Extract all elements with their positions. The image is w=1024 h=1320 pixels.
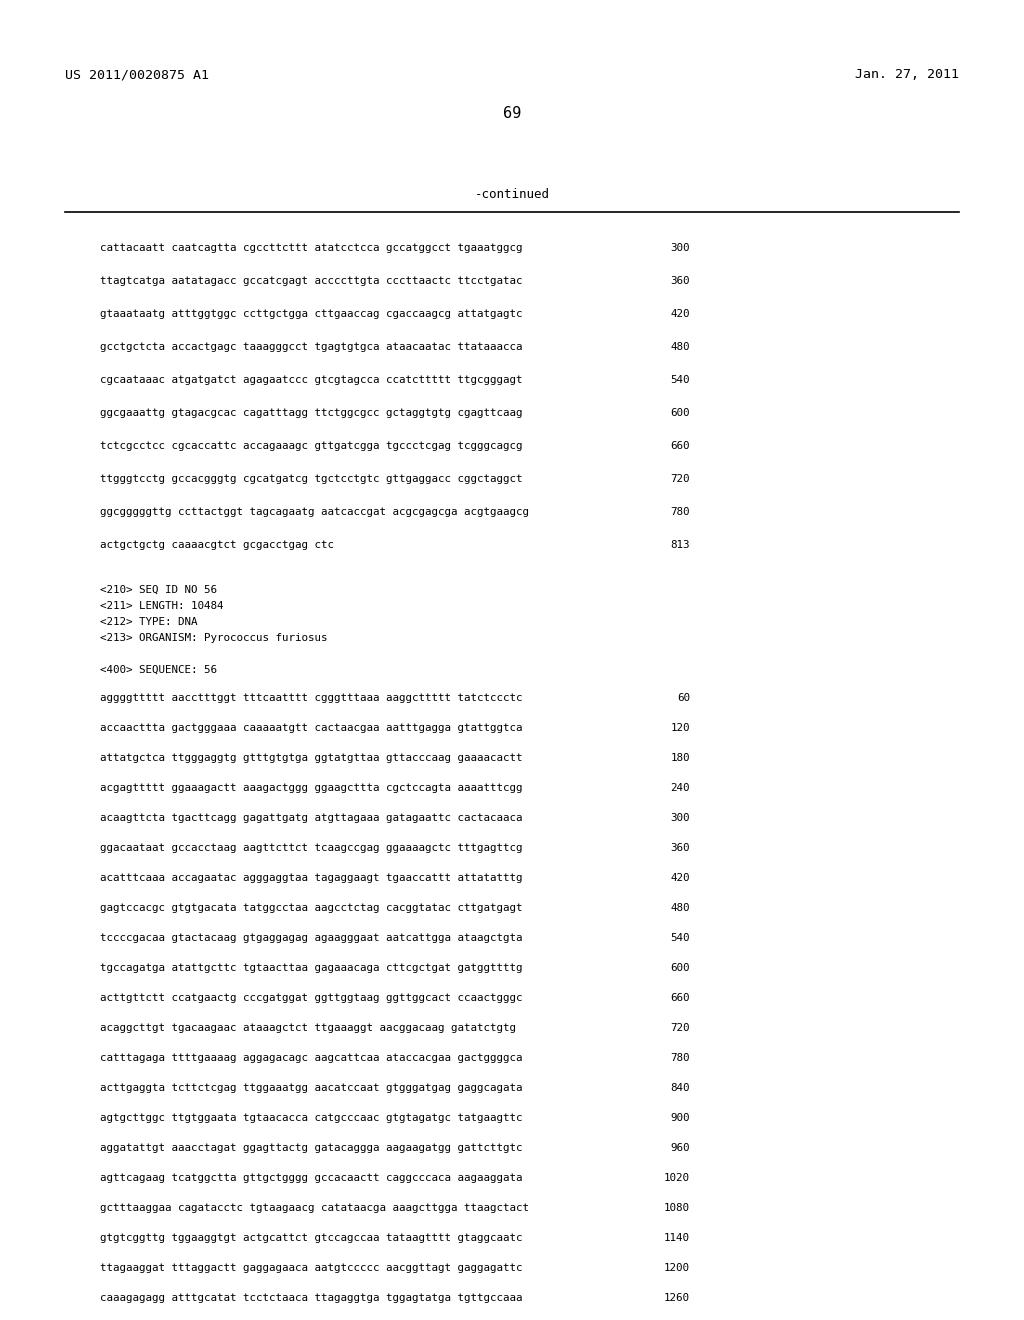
Text: <210> SEQ ID NO 56: <210> SEQ ID NO 56	[100, 585, 217, 595]
Text: ggacaataat gccacctaag aagttcttct tcaagccgag ggaaaagctc tttgagttcg: ggacaataat gccacctaag aagttcttct tcaagcc…	[100, 843, 522, 853]
Text: 900: 900	[671, 1113, 690, 1123]
Text: 240: 240	[671, 783, 690, 793]
Text: <211> LENGTH: 10484: <211> LENGTH: 10484	[100, 601, 223, 611]
Text: tccccgacaa gtactacaag gtgaggagag agaagggaat aatcattgga ataagctgta: tccccgacaa gtactacaag gtgaggagag agaaggg…	[100, 933, 522, 942]
Text: ttagaaggat tttaggactt gaggagaaca aatgtccccc aacggttagt gaggagattc: ttagaaggat tttaggactt gaggagaaca aatgtcc…	[100, 1263, 522, 1272]
Text: 300: 300	[671, 813, 690, 822]
Text: attatgctca ttgggaggtg gtttgtgtga ggtatgttaa gttacccaag gaaaacactt: attatgctca ttgggaggtg gtttgtgtga ggtatgt…	[100, 752, 522, 763]
Text: acaagttcta tgacttcagg gagattgatg atgttagaaa gatagaattc cactacaaca: acaagttcta tgacttcagg gagattgatg atgttag…	[100, 813, 522, 822]
Text: agttcagaag tcatggctta gttgctgggg gccacaactt caggcccaca aagaaggata: agttcagaag tcatggctta gttgctgggg gccacaa…	[100, 1173, 522, 1183]
Text: agtgcttggc ttgtggaata tgtaacacca catgcccaac gtgtagatgc tatgaagttc: agtgcttggc ttgtggaata tgtaacacca catgccc…	[100, 1113, 522, 1123]
Text: 69: 69	[503, 106, 521, 120]
Text: 540: 540	[671, 375, 690, 385]
Text: 300: 300	[671, 243, 690, 253]
Text: 840: 840	[671, 1082, 690, 1093]
Text: <213> ORGANISM: Pyrococcus furiosus: <213> ORGANISM: Pyrococcus furiosus	[100, 634, 328, 643]
Text: 120: 120	[671, 723, 690, 733]
Text: US 2011/0020875 A1: US 2011/0020875 A1	[65, 69, 209, 82]
Text: gtgtcggttg tggaaggtgt actgcattct gtccagccaa tataagtttt gtaggcaatc: gtgtcggttg tggaaggtgt actgcattct gtccagc…	[100, 1233, 522, 1243]
Text: 1140: 1140	[664, 1233, 690, 1243]
Text: 480: 480	[671, 903, 690, 913]
Text: cattacaatt caatcagtta cgccttcttt atatcctcca gccatggcct tgaaatggcg: cattacaatt caatcagtta cgccttcttt atatcct…	[100, 243, 522, 253]
Text: gtaaataatg atttggtggc ccttgctgga cttgaaccag cgaccaagcg attatgagtc: gtaaataatg atttggtggc ccttgctgga cttgaac…	[100, 309, 522, 319]
Text: 780: 780	[671, 507, 690, 517]
Text: aggggttttt aacctttggt tttcaatttt cgggtttaaa aaggcttttt tatctccctc: aggggttttt aacctttggt tttcaatttt cgggttt…	[100, 693, 522, 704]
Text: cgcaataaac atgatgatct agagaatccc gtcgtagcca ccatcttttt ttgcgggagt: cgcaataaac atgatgatct agagaatccc gtcgtag…	[100, 375, 522, 385]
Text: ggcgggggttg ccttactggt tagcagaatg aatcaccgat acgcgagcga acgtgaagcg: ggcgggggttg ccttactggt tagcagaatg aatcac…	[100, 507, 529, 517]
Text: 720: 720	[671, 474, 690, 484]
Text: Jan. 27, 2011: Jan. 27, 2011	[855, 69, 959, 82]
Text: <400> SEQUENCE: 56: <400> SEQUENCE: 56	[100, 665, 217, 675]
Text: <212> TYPE: DNA: <212> TYPE: DNA	[100, 616, 198, 627]
Text: 540: 540	[671, 933, 690, 942]
Text: 60: 60	[677, 693, 690, 704]
Text: 600: 600	[671, 964, 690, 973]
Text: -continued: -continued	[474, 189, 550, 202]
Text: 780: 780	[671, 1053, 690, 1063]
Text: caaagagagg atttgcatat tcctctaaca ttagaggtga tggagtatga tgttgccaaa: caaagagagg atttgcatat tcctctaaca ttagagg…	[100, 1294, 522, 1303]
Text: gctttaaggaa cagatacctc tgtaagaacg catataacga aaagcttgga ttaagctact: gctttaaggaa cagatacctc tgtaagaacg catata…	[100, 1203, 529, 1213]
Text: 360: 360	[671, 843, 690, 853]
Text: 420: 420	[671, 309, 690, 319]
Text: 1020: 1020	[664, 1173, 690, 1183]
Text: accaacttta gactgggaaa caaaaatgtt cactaacgaa aatttgagga gtattggtca: accaacttta gactgggaaa caaaaatgtt cactaac…	[100, 723, 522, 733]
Text: ttgggtcctg gccacgggtg cgcatgatcg tgctcctgtc gttgaggacc cggctaggct: ttgggtcctg gccacgggtg cgcatgatcg tgctcct…	[100, 474, 522, 484]
Text: 813: 813	[671, 540, 690, 550]
Text: 1260: 1260	[664, 1294, 690, 1303]
Text: ttagtcatga aatatagacc gccatcgagt accccttgta cccttaactc ttcctgatac: ttagtcatga aatatagacc gccatcgagt acccctt…	[100, 276, 522, 286]
Text: acgagttttt ggaaagactt aaagactggg ggaagcttta cgctccagta aaaatttcgg: acgagttttt ggaaagactt aaagactggg ggaagct…	[100, 783, 522, 793]
Text: tctcgcctcc cgcaccattc accagaaagc gttgatcgga tgccctcgag tcgggcagcg: tctcgcctcc cgcaccattc accagaaagc gttgatc…	[100, 441, 522, 451]
Text: ggcgaaattg gtagacgcac cagatttagg ttctggcgcc gctaggtgtg cgagttcaag: ggcgaaattg gtagacgcac cagatttagg ttctggc…	[100, 408, 522, 418]
Text: 420: 420	[671, 873, 690, 883]
Text: 360: 360	[671, 276, 690, 286]
Text: 1080: 1080	[664, 1203, 690, 1213]
Text: 600: 600	[671, 408, 690, 418]
Text: 720: 720	[671, 1023, 690, 1034]
Text: aggatattgt aaacctagat ggagttactg gatacaggga aagaagatgg gattcttgtc: aggatattgt aaacctagat ggagttactg gatacag…	[100, 1143, 522, 1152]
Text: catttagaga ttttgaaaag aggagacagc aagcattcaa ataccacgaa gactggggca: catttagaga ttttgaaaag aggagacagc aagcatt…	[100, 1053, 522, 1063]
Text: acaggcttgt tgacaagaac ataaagctct ttgaaaggt aacggacaag gatatctgtg: acaggcttgt tgacaagaac ataaagctct ttgaaag…	[100, 1023, 516, 1034]
Text: gagtccacgc gtgtgacata tatggcctaa aagcctctag cacggtatac cttgatgagt: gagtccacgc gtgtgacata tatggcctaa aagcctc…	[100, 903, 522, 913]
Text: acatttcaaa accagaatac agggaggtaa tagaggaagt tgaaccattt attatatttg: acatttcaaa accagaatac agggaggtaa tagagga…	[100, 873, 522, 883]
Text: 660: 660	[671, 993, 690, 1003]
Text: tgccagatga atattgcttc tgtaacttaa gagaaacaga cttcgctgat gatggttttg: tgccagatga atattgcttc tgtaacttaa gagaaac…	[100, 964, 522, 973]
Text: 660: 660	[671, 441, 690, 451]
Text: 960: 960	[671, 1143, 690, 1152]
Text: 1200: 1200	[664, 1263, 690, 1272]
Text: gcctgctcta accactgagc taaagggcct tgagtgtgca ataacaatac ttataaacca: gcctgctcta accactgagc taaagggcct tgagtgt…	[100, 342, 522, 352]
Text: acttgaggta tcttctcgag ttggaaatgg aacatccaat gtgggatgag gaggcagata: acttgaggta tcttctcgag ttggaaatgg aacatcc…	[100, 1082, 522, 1093]
Text: acttgttctt ccatgaactg cccgatggat ggttggtaag ggttggcact ccaactgggc: acttgttctt ccatgaactg cccgatggat ggttggt…	[100, 993, 522, 1003]
Text: 180: 180	[671, 752, 690, 763]
Text: actgctgctg caaaacgtct gcgacctgag ctc: actgctgctg caaaacgtct gcgacctgag ctc	[100, 540, 334, 550]
Text: 480: 480	[671, 342, 690, 352]
